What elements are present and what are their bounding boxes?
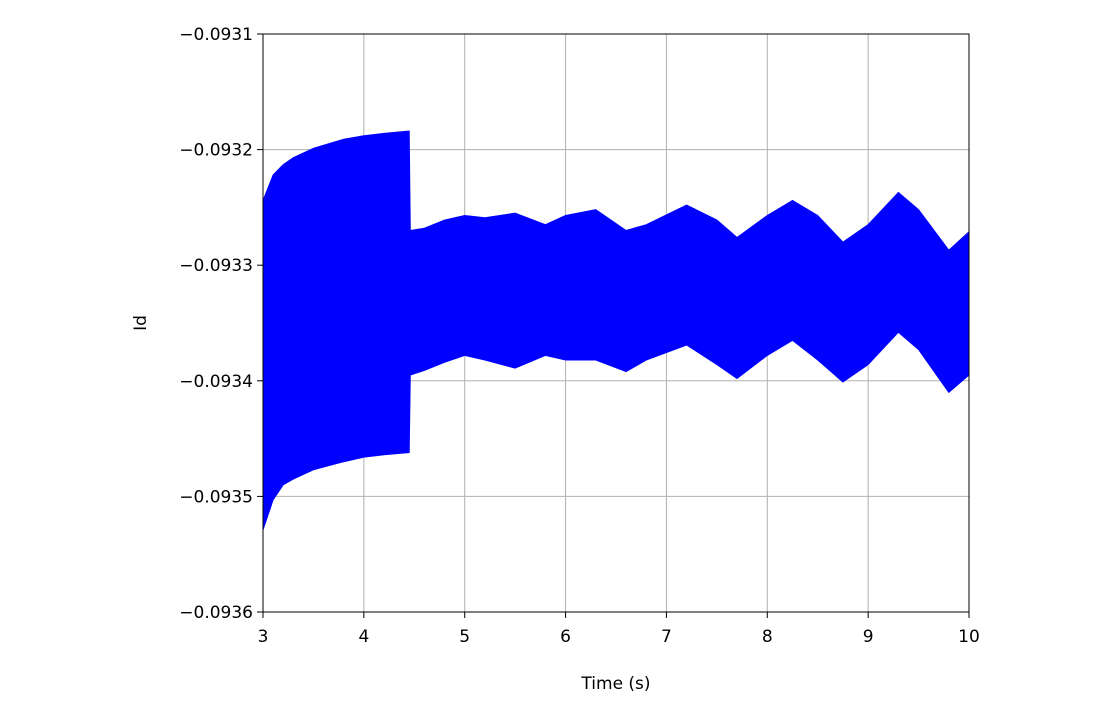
y-tick-label: −0.0935 (179, 487, 253, 507)
y-tick-label: −0.0936 (179, 603, 253, 623)
x-tick-label: 9 (863, 627, 874, 647)
y-axis-label: Id (131, 315, 151, 331)
x-tick-label: 4 (358, 627, 369, 647)
x-tick-label: 10 (958, 627, 980, 647)
signal-band (262, 130, 970, 531)
x-tick-label: 6 (560, 627, 571, 647)
x-axis-label: Time (s) (580, 674, 650, 694)
y-tick-label: −0.0931 (179, 25, 253, 45)
x-tick-label: 3 (258, 627, 269, 647)
y-tick-label: −0.0934 (179, 372, 253, 392)
x-tick-label: 8 (762, 627, 773, 647)
y-tick-label: −0.0933 (179, 256, 253, 276)
plot-frame (262, 33, 970, 613)
x-tick-label: 7 (661, 627, 672, 647)
y-tick-label: −0.0932 (179, 141, 253, 161)
x-tick-label: 5 (459, 627, 470, 647)
